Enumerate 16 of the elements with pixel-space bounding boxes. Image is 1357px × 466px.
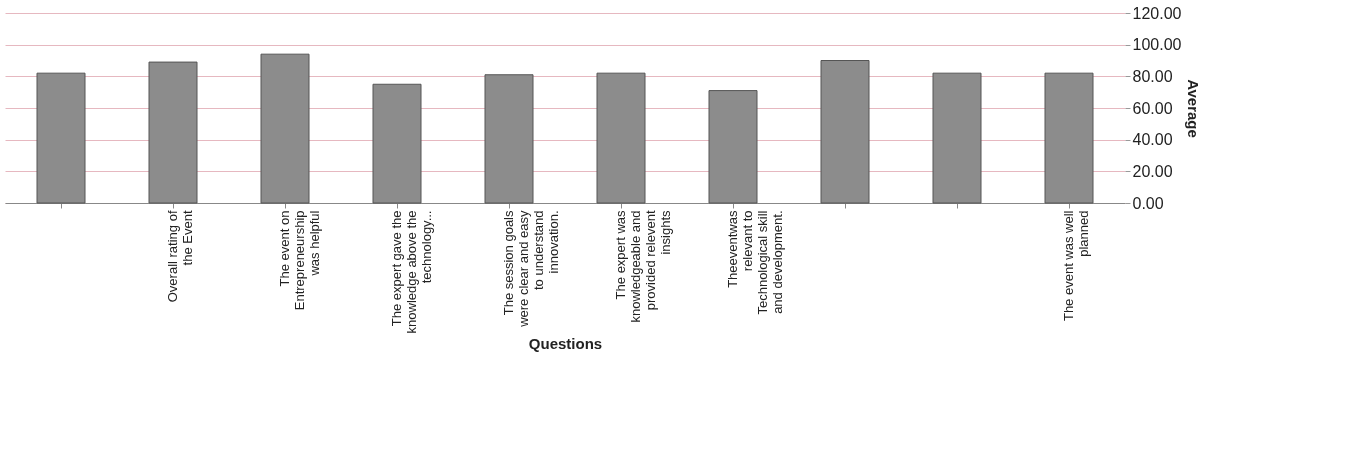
y-tick-label: 20.00 bbox=[1132, 162, 1173, 180]
y-tick-label: 80.00 bbox=[1132, 67, 1173, 85]
x-tick-label: The expert was knowledgeable and provided relevent insights bbox=[613, 210, 673, 323]
x-tick-label: The session goals were clear and easy to understand innovation. bbox=[501, 210, 561, 328]
x-tick-label: The event was well planned bbox=[1061, 210, 1091, 322]
y-tick-label: 40.00 bbox=[1132, 131, 1173, 149]
y-tick-label: 0.00 bbox=[1132, 194, 1164, 212]
y-axis-title: Average bbox=[1185, 79, 1203, 138]
x-tick-label: Theeventwas relevant to Technological skill and development. bbox=[725, 210, 785, 315]
x-axis-title: Questions bbox=[528, 335, 603, 353]
x-tick-label: Overall rating of the Event bbox=[165, 210, 195, 303]
x-tick-label: The event on Entrepreneurship was helpful bbox=[277, 210, 322, 311]
y-tick-label: 120.00 bbox=[1132, 4, 1182, 22]
y-tick-label: 100.00 bbox=[1132, 36, 1182, 54]
y-tick-label: 60.00 bbox=[1132, 99, 1173, 117]
x-tick-label: The expert gave the knowledge above the technology... bbox=[389, 210, 434, 334]
